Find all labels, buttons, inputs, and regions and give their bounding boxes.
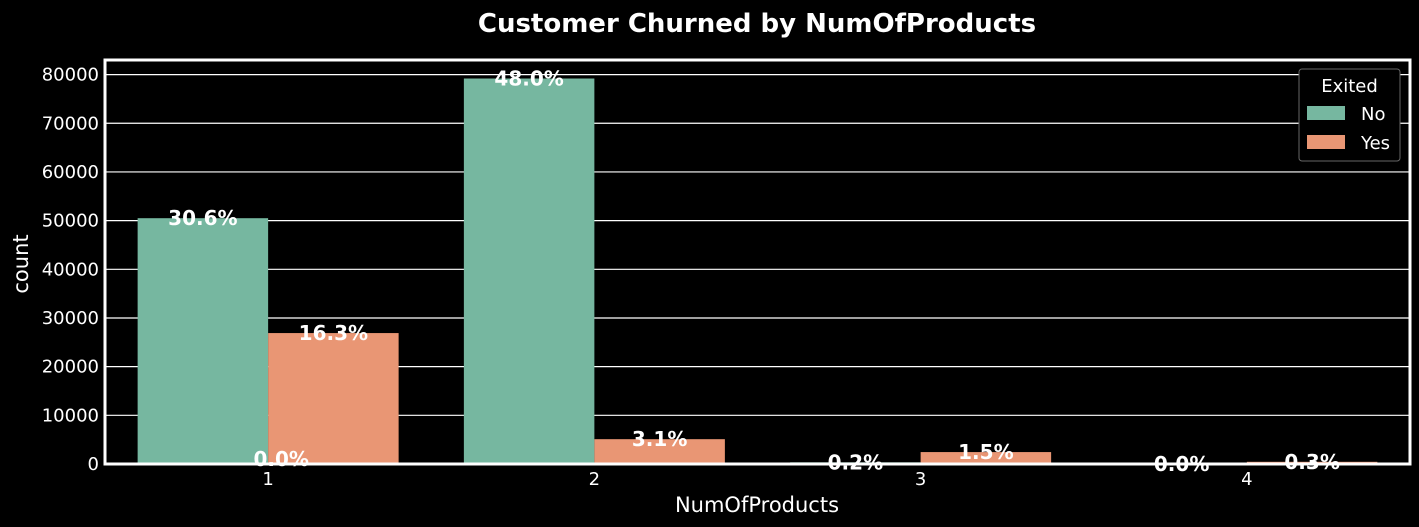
y-tick-label: 0 bbox=[88, 454, 99, 475]
y-axis-ticks: 0 10000 20000 30000 40000 50000 60000 70000 8000… bbox=[42, 65, 99, 475]
y-tick-label: 50000 bbox=[42, 211, 99, 232]
bar-yes bbox=[920, 452, 1052, 464]
legend: Exited No Yes bbox=[1298, 68, 1401, 162]
legend-swatch-no bbox=[1307, 106, 1345, 120]
legend-label-yes: Yes bbox=[1360, 133, 1390, 154]
bar-no bbox=[137, 218, 269, 464]
legend-title: Exited bbox=[1321, 76, 1378, 97]
data-label: 3.1% bbox=[632, 427, 687, 451]
bars bbox=[137, 78, 1378, 464]
data-label: 48.0% bbox=[494, 66, 563, 90]
legend-swatch-yes bbox=[1307, 135, 1345, 149]
bar-yes bbox=[268, 333, 399, 464]
y-axis-label: count bbox=[9, 234, 33, 293]
data-label: 1.5% bbox=[958, 440, 1013, 464]
x-tick-label: 3 bbox=[915, 469, 926, 490]
x-axis-ticks: 1 2 3 4 bbox=[262, 469, 1252, 490]
legend-label-no: No bbox=[1361, 104, 1385, 125]
data-label: 16.3% bbox=[299, 321, 368, 345]
y-tick-label: 10000 bbox=[42, 405, 99, 426]
data-label: 0.2% bbox=[828, 450, 883, 474]
y-tick-label: 80000 bbox=[42, 65, 99, 86]
y-tick-label: 40000 bbox=[42, 259, 99, 280]
data-label: 0.3% bbox=[1284, 450, 1339, 474]
x-axis-label: NumOfProducts bbox=[675, 493, 839, 517]
x-tick-label: 1 bbox=[262, 469, 273, 490]
y-tick-label: 30000 bbox=[42, 308, 99, 329]
y-tick-label: 70000 bbox=[42, 113, 99, 134]
plot-frame bbox=[103, 58, 1412, 466]
x-tick-label: 4 bbox=[1241, 469, 1252, 490]
bar-yes bbox=[594, 439, 725, 464]
chart-title: Customer Churned by NumOfProducts bbox=[478, 9, 1036, 39]
data-label: 0.0% bbox=[253, 447, 308, 471]
data-label: 30.6% bbox=[168, 206, 237, 230]
bar-no bbox=[463, 78, 595, 464]
x-tick-label: 2 bbox=[589, 469, 600, 490]
y-tick-label: 20000 bbox=[42, 357, 99, 378]
y-tick-label: 60000 bbox=[42, 162, 99, 183]
